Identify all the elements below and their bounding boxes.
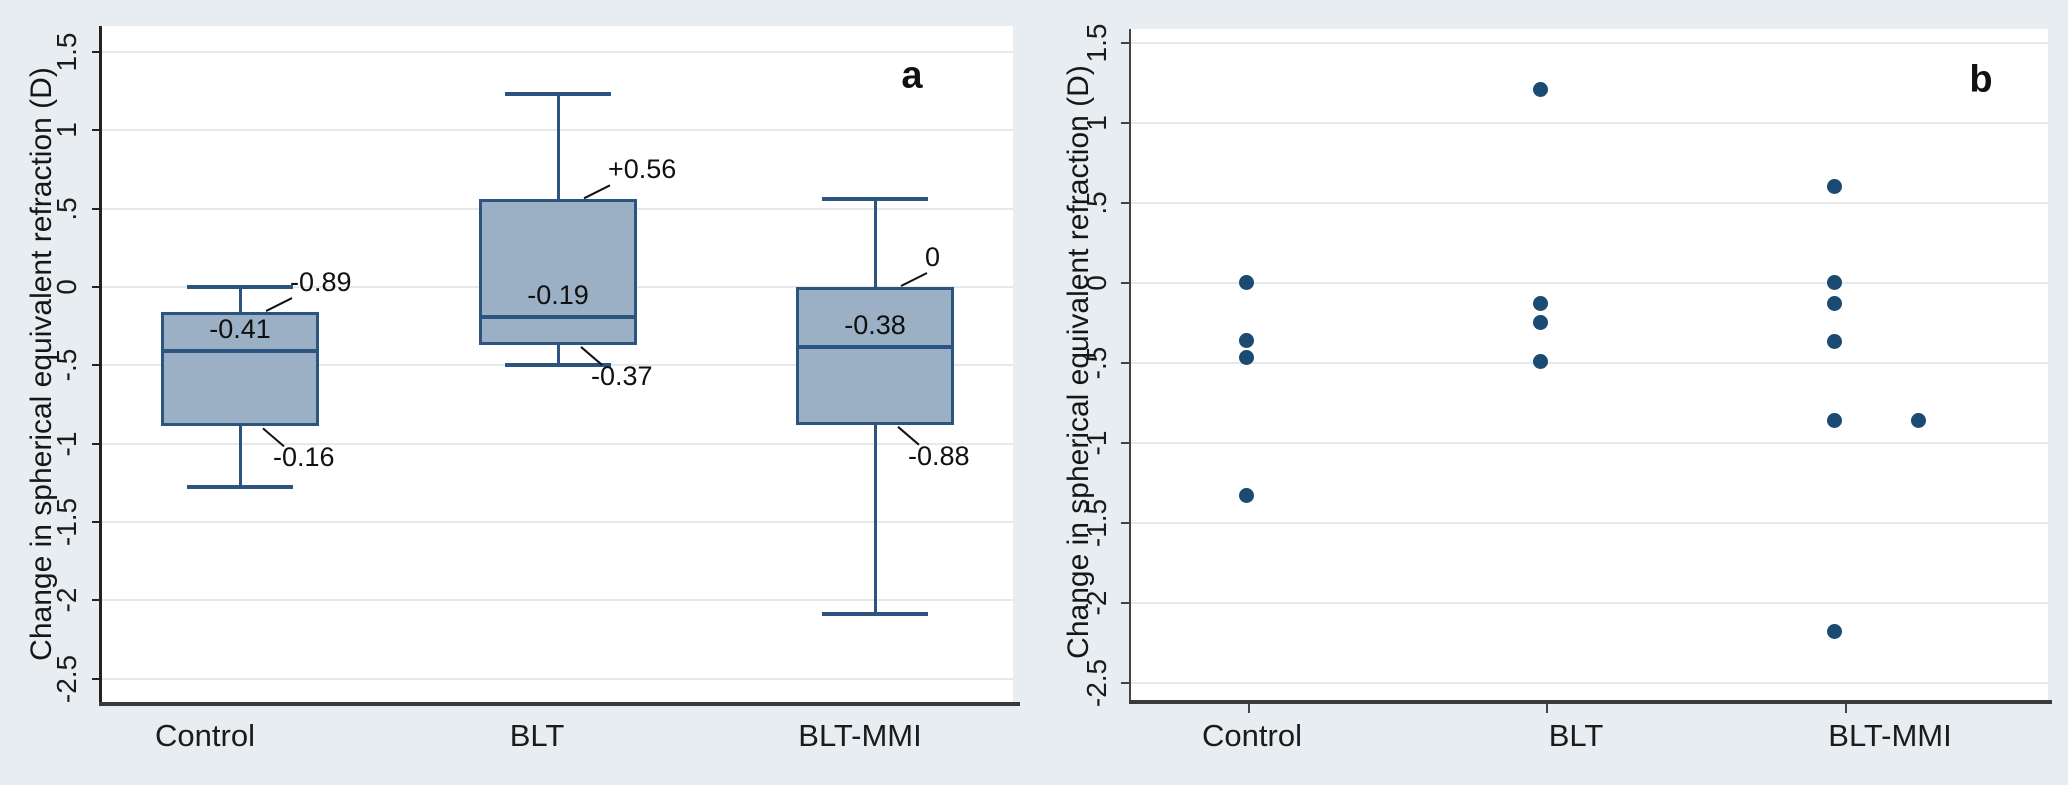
scatter-dot-control [1238,488,1254,503]
panel-b-label: b [1969,58,1993,101]
box-annotation-top-blt-mmi: 0 [925,242,941,272]
y-tick [1121,41,1131,44]
box-annotation-bottom-blt-mmi: -0.88 [908,440,970,471]
x-tick [1845,704,1847,713]
scatter-dot-control [1238,332,1254,348]
scatter-dot-blt [1532,81,1548,97]
x-tick-label-blt: BLT [509,718,565,753]
y-tick [92,442,102,445]
whisker-cap-top-control [187,285,293,289]
box-rect-control [161,312,319,427]
gridline [1131,521,2048,524]
gridline [1131,361,2048,364]
box-annotation-median-control: -0.41 [209,314,271,345]
scatter-dot-blt-mmi [1826,296,1842,311]
box-annotation-bottom-control: -0.16 [273,442,335,473]
gridline [102,677,1013,680]
scatter-dot-blt [1532,353,1548,369]
y-tick [92,207,102,210]
gridline [1131,121,2048,124]
gridline [1131,281,2048,284]
x-tick-label-control: Control [155,718,255,753]
whisker-cap-top-blt-mmi [822,197,928,202]
y-axis-line [99,26,102,706]
plot-area-b [1131,29,2048,700]
x-tick [1248,704,1250,713]
gridline [1131,601,2048,604]
y-tick [92,364,102,367]
median-line-blt-mmi [796,344,954,349]
gridline [1131,441,2048,444]
y-axis-line [1129,29,1131,704]
y-tick [92,51,102,54]
y-tick [1121,281,1131,284]
box-annotation-median-blt-mmi: -0.38 [844,309,906,340]
y-tick [1121,681,1131,684]
y-tick [1121,441,1131,444]
box-annotation-bottom-blt: -0.37 [591,360,653,391]
median-line-blt [479,314,637,319]
y-tick [1121,601,1131,604]
gridline [1131,201,2048,204]
y-tick [92,599,102,602]
scatter-dot-blt [1532,296,1548,311]
whisker-cap-bottom-blt-mmi [822,612,928,617]
gridline [102,599,1013,602]
box-rect-blt-mmi [796,287,954,425]
whisker-cap-top-blt [505,92,611,97]
y-tick [1121,521,1131,524]
scatter-dot-blt-mmi [1826,334,1842,350]
x-axis-line [1129,700,2052,704]
y-tick [1121,201,1131,204]
scatter-dot-blt-mmi [1826,412,1842,428]
box-annotation-top-blt: +0.56 [608,154,677,185]
y-tick-label: 1.5 [1081,23,1112,63]
gridline [1131,41,2048,44]
y-tick [92,520,102,523]
y-tick [92,286,102,288]
gridline [102,442,1013,445]
y-tick-label: -2.5 [1081,658,1112,707]
panel-a-y-axis-title: Change in spherical equivalent refractio… [25,67,58,661]
x-tick-label-blt: BLT [1548,718,1604,753]
y-tick [1121,121,1131,124]
x-tick-label-blt-mmi: BLT-MMI [1828,718,1952,753]
gridline [102,51,1013,54]
whisker-cap-bottom-blt [505,363,611,368]
median-line-control [161,349,319,354]
whisker-cap-bottom-control [187,485,293,490]
x-tick-label-control: Control [1202,718,1302,753]
scatter-dot-blt-mmi [1826,179,1842,195]
panel-b-y-axis-title: Change in spherical equivalent refractio… [1062,65,1095,659]
box-annotation-median-blt: -0.19 [527,279,589,310]
scatter-dot-blt-mmi [1826,275,1842,291]
x-axis-line [99,702,1020,706]
box-rect-blt [479,199,637,345]
gridline [1131,681,2048,684]
scatter-dot-blt-mmi [1910,412,1926,428]
panel-a-label: a [901,54,923,97]
scatter-dot-blt [1532,315,1548,331]
box-annotation-top-control: -0.89 [290,267,352,298]
y-tick [92,129,102,132]
scatter-dot-control [1238,350,1254,366]
x-tick-label-blt-mmi: BLT-MMI [798,718,922,753]
gridline [102,520,1013,523]
y-tick [1121,361,1131,364]
x-tick [1546,704,1548,713]
scatter-dot-control [1238,275,1254,291]
scatter-dot-blt-mmi [1826,624,1842,639]
y-tick [92,677,102,680]
